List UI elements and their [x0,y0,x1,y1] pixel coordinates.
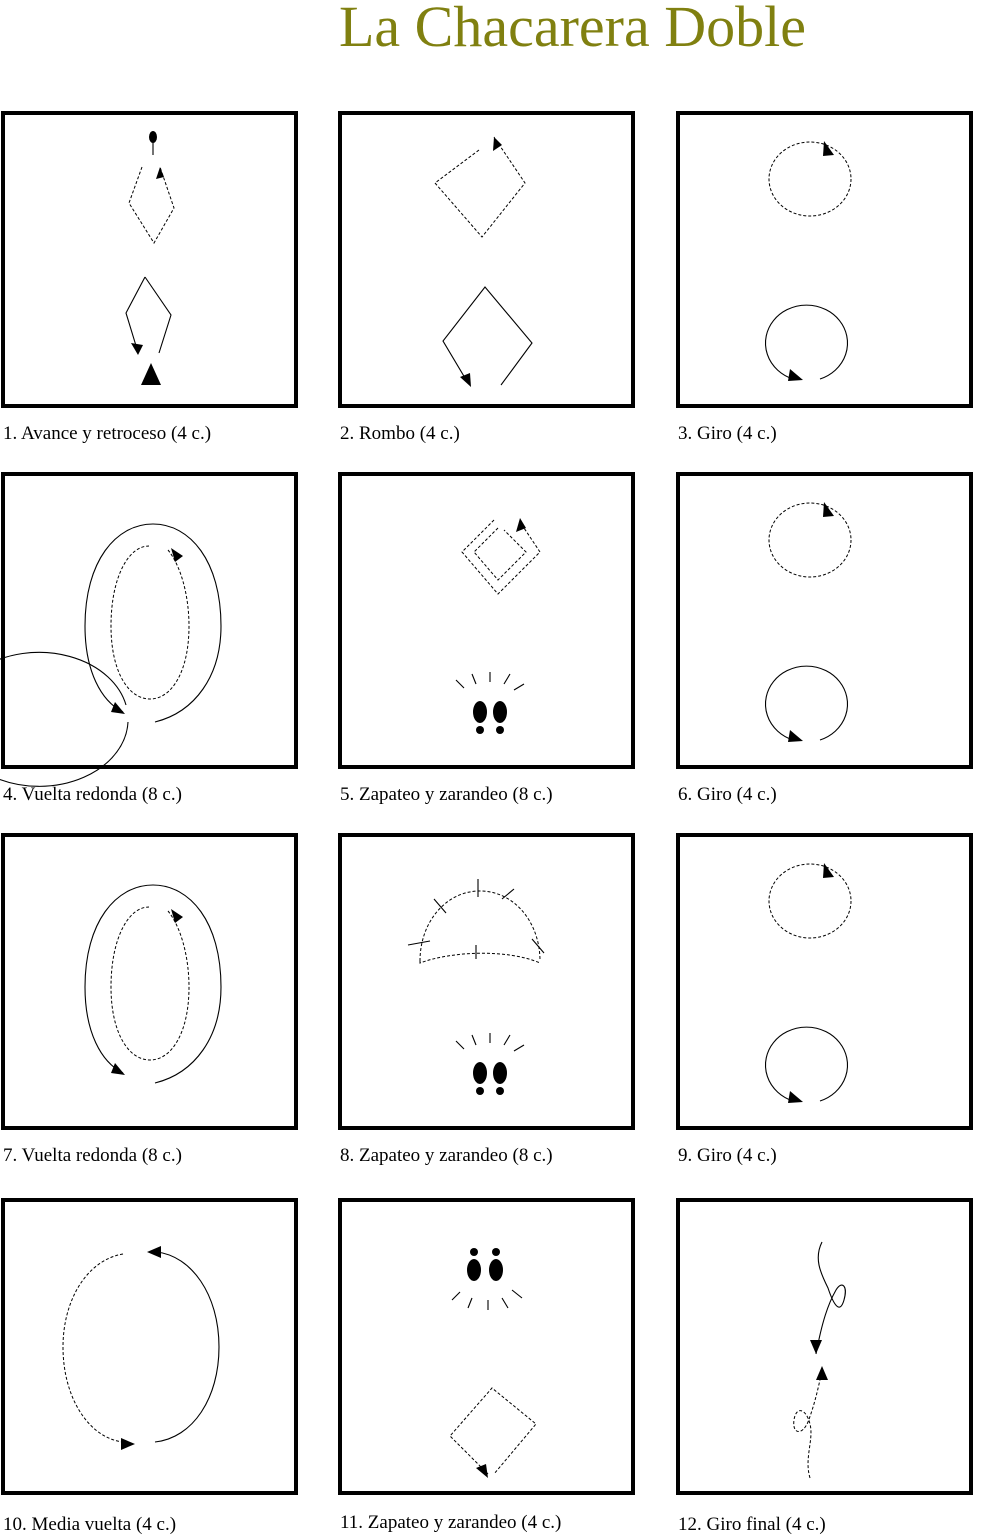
figure-diagram [125,131,175,385]
figure-diagram [407,879,545,1095]
arrowhead [810,1340,822,1354]
figure-panel-vuelta-redonda [0,472,298,787]
figure-caption: 2. Rombo (4 c.) [340,423,460,444]
inner-ring [110,906,190,1061]
spiral-dashed [793,1369,823,1479]
figure-diagram [0,523,222,787]
figure-caption: 6. Giro (4 c.) [678,784,777,805]
diamond-outer [461,519,541,595]
figure-diagram [449,1248,537,1478]
path-dancer-b [442,286,533,386]
figure-caption: 9. Giro (4 c.) [678,1145,777,1166]
figure-panel-giro [676,111,973,408]
arrowhead [111,702,125,714]
dancer-marker-bottom [141,363,161,385]
figure-caption: 8. Zapateo y zarandeo (8 c.) [340,1145,553,1166]
diamond-path [449,1387,537,1475]
circle-dancer-a [768,141,852,217]
figure-panel-media-vuelta [1,1198,298,1495]
figure-caption: 7. Vuelta redonda (8 c.) [3,1145,182,1166]
figure-diagram [764,141,852,381]
dancer-marker-top [149,131,157,143]
arrowhead [823,141,834,156]
tick-mark [531,938,545,954]
figure-diagram [455,518,541,734]
arc-top [419,890,541,962]
figure-diagram [434,136,533,387]
figure-caption: 3. Giro (4 c.) [678,423,777,444]
circle-dancer-b [764,304,849,380]
arrowhead [788,1091,803,1103]
arrowhead [816,1366,828,1380]
figure-caption: 4. Vuelta redonda (8 c.) [3,784,182,805]
arc-bottom [419,952,541,964]
figure-panel-zapateo-y-zarandeo [338,1198,635,1495]
arrowhead [788,730,803,742]
figure-panel-vuelta-redonda [1,833,298,1130]
figure-caption: 12. Giro final (4 c.) [678,1514,826,1535]
tick-mark [501,888,515,900]
figure-panel-giro [676,472,973,769]
page-title: La Chacarera Doble [339,0,806,59]
figure-panel-zapateo-y-zarandeo [338,472,635,769]
arrowhead [156,167,164,179]
path-dancer-b-left [125,276,146,350]
path-dancer-a [434,136,526,238]
half-loop-dashed [62,1253,124,1443]
feet-icon [455,1033,525,1095]
circle-dancer-a [768,863,852,939]
circle-dancer-b [764,665,849,741]
inner-ring [110,545,190,700]
arrowhead [516,518,526,532]
arrowhead [147,1246,161,1258]
figure-panel-giro [676,833,973,1130]
arrowhead [823,502,834,517]
arrowhead [121,1438,135,1450]
figure-diagram [62,1246,220,1450]
figure-diagram [764,502,852,742]
arrowhead [788,369,803,381]
arrowhead [460,373,471,387]
figure-caption: 1. Avance y retroceso (4 c.) [3,423,212,444]
arrowhead [493,137,502,151]
outer-ring [84,884,222,1084]
path-dancer-b-right [144,276,172,354]
path-dancer-a [128,166,175,244]
outer-ring [84,523,222,723]
figure-panel-zapateo-y-zarandeo [338,833,635,1130]
figure-diagram [84,884,222,1084]
figure-diagram [793,1241,846,1479]
arrowhead [171,909,183,923]
half-loop-solid [154,1251,220,1443]
circle-dancer-b [764,1026,849,1102]
arrowhead [111,1063,125,1075]
figure-caption: 5. Zapateo y zarandeo (8 c.) [340,784,553,805]
arrowhead [476,1464,488,1478]
figure-panel-giro-final [676,1198,973,1495]
arrowhead [171,548,183,562]
circle-dancer-a [768,502,852,578]
figure-caption: 10. Media vuelta (4 c.) [3,1514,177,1535]
figure-panel-rombo [338,111,635,408]
path-outer-ring [0,651,129,787]
arrowhead [131,343,143,355]
figure-caption: 11. Zapateo y zarandeo (4 c.) [340,1512,562,1533]
tick-mark [407,940,431,946]
feet-icon [451,1248,523,1310]
tick-mark [433,898,447,914]
feet-icon [455,672,525,734]
arrowhead [823,863,834,878]
figure-panel-avance-y-retroceso [1,111,298,408]
diamond-inner [473,527,527,581]
figure-diagram [764,863,852,1103]
spiral-solid [815,1241,846,1355]
